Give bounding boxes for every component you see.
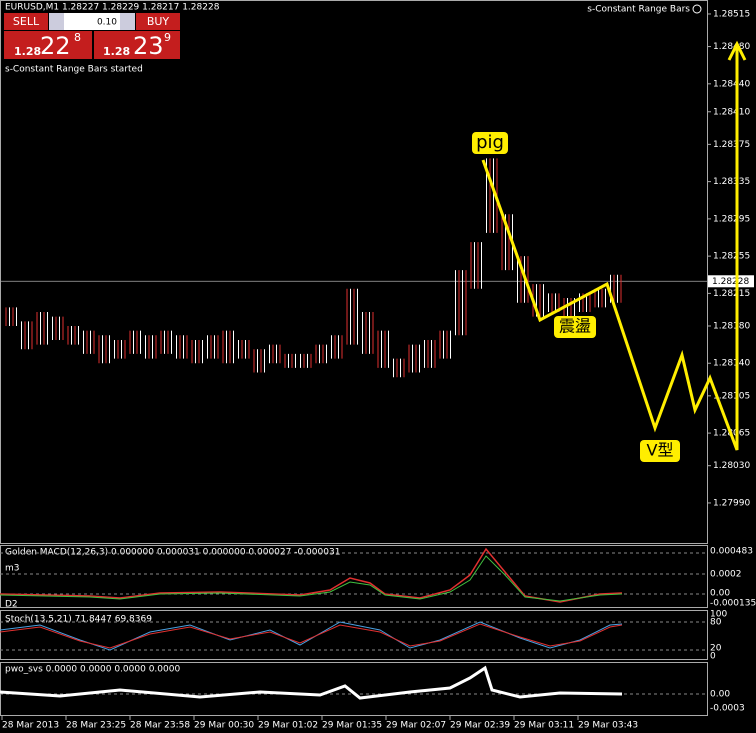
y-tick-label: 1.28480 xyxy=(713,42,750,52)
y-tick-label: 1.28440 xyxy=(713,79,750,89)
pwo-scale: -0.0003 xyxy=(710,704,745,714)
trade-panel: SELL 0.10 BUY 1.28 22 8 1.28 23 9 xyxy=(4,13,180,60)
pwo-scale: 0.00 xyxy=(710,690,730,700)
stoch-scale: 100 xyxy=(710,610,727,620)
lot-up[interactable] xyxy=(120,13,135,30)
symbol-info: EURUSD,M1 1.28227 1.28229 1.28217 1.2822… xyxy=(5,3,220,13)
y-tick-label: 1.28295 xyxy=(713,214,750,224)
buy-label: BUY xyxy=(147,15,170,28)
current-price-box xyxy=(708,275,754,288)
label-box xyxy=(472,132,508,154)
smiley xyxy=(692,4,702,14)
label-box xyxy=(640,440,680,462)
buy-pips: 23 xyxy=(133,32,164,60)
y-tick-label: 1.28140 xyxy=(713,359,750,369)
started-message: s-Constant Range Bars started xyxy=(5,65,143,75)
y-tick-label: 1.28180 xyxy=(713,321,750,331)
y-tick-label: 1.28215 xyxy=(713,289,750,299)
macd-scale: 0.000483 xyxy=(710,547,753,557)
stoch-title: Stoch(13,5,21) 71.8447 69.8369 xyxy=(5,615,152,625)
y-tick-label: 1.27990 xyxy=(713,498,750,508)
stoch-scale: 0 xyxy=(710,652,716,662)
annotation-v: V型 xyxy=(647,441,674,460)
x-tick-label: 29 Mar 01:02 xyxy=(258,721,318,731)
lot-down[interactable] xyxy=(49,13,64,30)
x-tick-label: 29 Mar 02:39 xyxy=(450,721,510,731)
y-tick-label: 1.28410 xyxy=(713,107,750,117)
macd-title: Golden MACD(12,26,3) 0.000000 0.000031 0… xyxy=(5,548,340,558)
sell-quote[interactable] xyxy=(4,31,92,59)
annotation-range: 震盪 xyxy=(559,317,591,336)
signal-line xyxy=(0,555,623,602)
y-tick-label: 1.28030 xyxy=(713,461,750,471)
annotation-lines xyxy=(481,40,747,451)
sell-label: SELL xyxy=(13,15,40,28)
stoch-scale: 80 xyxy=(710,618,722,628)
x-tick-label: 28 Mar 23:58 xyxy=(130,721,190,731)
sell-button[interactable] xyxy=(4,13,48,30)
annotation-peak: pig xyxy=(476,132,504,153)
label-box xyxy=(554,316,596,338)
stoch-line xyxy=(0,621,623,651)
y-tick-label: 1.28335 xyxy=(713,177,750,187)
time-axis: 28 Mar 2013 28 Mar 23:25 28 Mar 23:58 29 Ma… xyxy=(1,716,638,731)
x-tick-label: 29 Mar 03:11 xyxy=(514,721,574,731)
y-tick-label: 1.28375 xyxy=(713,140,750,150)
macd-scale: 0.0002 xyxy=(710,570,742,580)
buy-button[interactable] xyxy=(136,13,180,30)
x-tick-label: 29 Mar 00:30 xyxy=(194,721,254,731)
sell-pips: 22 xyxy=(40,32,71,60)
x-tick-label: 28 Mar 2013 xyxy=(2,721,59,731)
sell-point: 8 xyxy=(74,31,81,44)
indicator-status: s-Constant Range Bars xyxy=(587,5,690,15)
x-tick-label: 28 Mar 23:25 xyxy=(66,721,126,731)
x-tick-label: 29 Mar 01:35 xyxy=(322,721,382,731)
y-tick-label: 1.28255 xyxy=(713,252,750,262)
macd-scale: -0.000135 xyxy=(710,599,756,609)
y-tick-label: 1.28105 xyxy=(713,391,750,401)
y-tick-label: 1.28515 xyxy=(713,9,750,19)
pwo-title: pwo_svs 0.0000 0.0000 0.0000 0.0000 xyxy=(5,665,180,675)
panel-frames xyxy=(0,0,708,716)
macd-tag: D2 xyxy=(5,600,18,610)
lot-input[interactable] xyxy=(64,13,120,30)
current-price-label: 1.28228 xyxy=(712,277,749,287)
macd-tag: m3 xyxy=(5,564,20,574)
stoch-scale: 20 xyxy=(710,644,722,654)
macd-scale: 0.00 xyxy=(710,589,730,599)
sell-big: 1.28 xyxy=(14,45,41,58)
lot-value: 0.10 xyxy=(97,18,117,28)
buy-big: 1.28 xyxy=(103,45,130,58)
x-tick-label: 29 Mar 03:43 xyxy=(578,721,638,731)
buy-point: 9 xyxy=(164,31,171,44)
x-tick-label: 29 Mar 02:07 xyxy=(386,721,446,731)
stoch-signal xyxy=(0,623,623,649)
pwo-line xyxy=(0,665,623,700)
macd-line xyxy=(0,547,623,603)
buy-quote[interactable] xyxy=(94,31,180,59)
